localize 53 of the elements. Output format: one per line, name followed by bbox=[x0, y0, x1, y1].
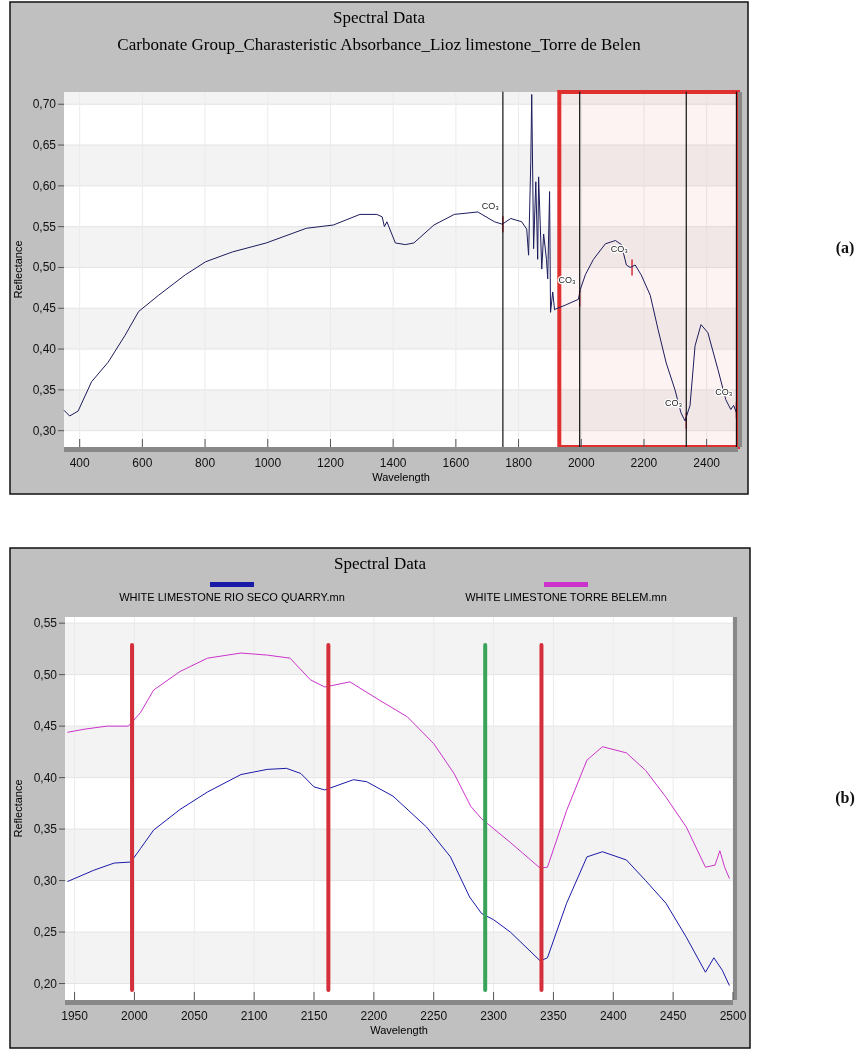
chart-title: Spectral Data bbox=[332, 8, 426, 27]
x-tick-label: 1800 bbox=[505, 456, 533, 470]
legend-label: WHITE LIMESTONE TORRE BELEM.mn bbox=[465, 591, 667, 603]
x-tick-label: 2450 bbox=[659, 1009, 687, 1023]
y-axis-title: Reflectance bbox=[12, 779, 24, 838]
text: (a) bbox=[835, 239, 855, 257]
x-tick-label: 2500 bbox=[719, 1009, 747, 1023]
y-tick-label: 0,40 bbox=[32, 342, 57, 357]
x-tick-label: 2000 bbox=[567, 456, 595, 470]
x-tick-label: 2000 bbox=[121, 1009, 149, 1023]
x-tick-label: 400 bbox=[69, 456, 91, 470]
chart-title: Spectral Data bbox=[333, 554, 427, 573]
y-tick-label: 0,70 bbox=[32, 97, 57, 112]
x-tick-label: 2400 bbox=[693, 456, 721, 470]
y-tick-label: 0,20 bbox=[33, 976, 58, 991]
y-tick-label: 0,45 bbox=[32, 301, 57, 316]
text: (b) bbox=[835, 789, 855, 807]
y-tick-label: 0,55 bbox=[32, 219, 57, 234]
y-tick-label: 0,65 bbox=[32, 138, 57, 153]
y-tick-label: 0,45 bbox=[33, 719, 58, 734]
chart-subtitle: Carbonate Group_Charasteristic Absorbance_Lioz limestone_Torre de Belen bbox=[117, 35, 642, 54]
x-tick-label: 1400 bbox=[379, 456, 407, 470]
y-tick-label: 0,35 bbox=[32, 382, 57, 397]
y-tick-label: 0,50 bbox=[32, 260, 57, 275]
x-tick-label: 2050 bbox=[180, 1009, 208, 1023]
legend-label: WHITE LIMESTONE RIO SECO QUARRY.mn bbox=[119, 591, 345, 603]
y-tick-label: 0,25 bbox=[33, 925, 58, 940]
x-tick-label: 1000 bbox=[254, 456, 282, 470]
x-axis-title: Wavelength bbox=[372, 471, 430, 483]
x-tick-label: 1600 bbox=[442, 456, 470, 470]
x-tick-label: 2350 bbox=[540, 1009, 568, 1023]
y-tick-label: 0,35 bbox=[33, 822, 58, 837]
y-tick-label: 0,60 bbox=[32, 178, 57, 193]
x-tick-label: 800 bbox=[195, 456, 216, 470]
x-tick-label: 1950 bbox=[61, 1009, 89, 1023]
x-tick-label: 600 bbox=[132, 456, 153, 470]
x-tick-label: 1200 bbox=[317, 456, 345, 470]
x-tick-label: 2150 bbox=[300, 1009, 328, 1023]
annotation: CO₃ bbox=[481, 201, 500, 212]
y-axis-title: Reflectance bbox=[12, 240, 24, 299]
x-tick-label: 2200 bbox=[630, 456, 658, 470]
y-tick-label: 0,30 bbox=[33, 873, 58, 888]
x-tick-label: 2400 bbox=[599, 1009, 627, 1023]
x-tick-label: 2300 bbox=[480, 1009, 508, 1023]
x-tick-label: 2250 bbox=[420, 1009, 448, 1023]
annotation: CO₃ bbox=[665, 397, 683, 408]
y-tick-label: 0,55 bbox=[33, 616, 58, 631]
y-tick-label: 0,40 bbox=[33, 770, 58, 785]
y-tick-label: 0,50 bbox=[33, 667, 58, 682]
y-tick-label: 0,30 bbox=[32, 423, 57, 438]
x-tick-label: 2100 bbox=[240, 1009, 268, 1023]
x-axis-title: Wavelength bbox=[370, 1024, 428, 1036]
x-tick-label: 2200 bbox=[360, 1009, 388, 1023]
